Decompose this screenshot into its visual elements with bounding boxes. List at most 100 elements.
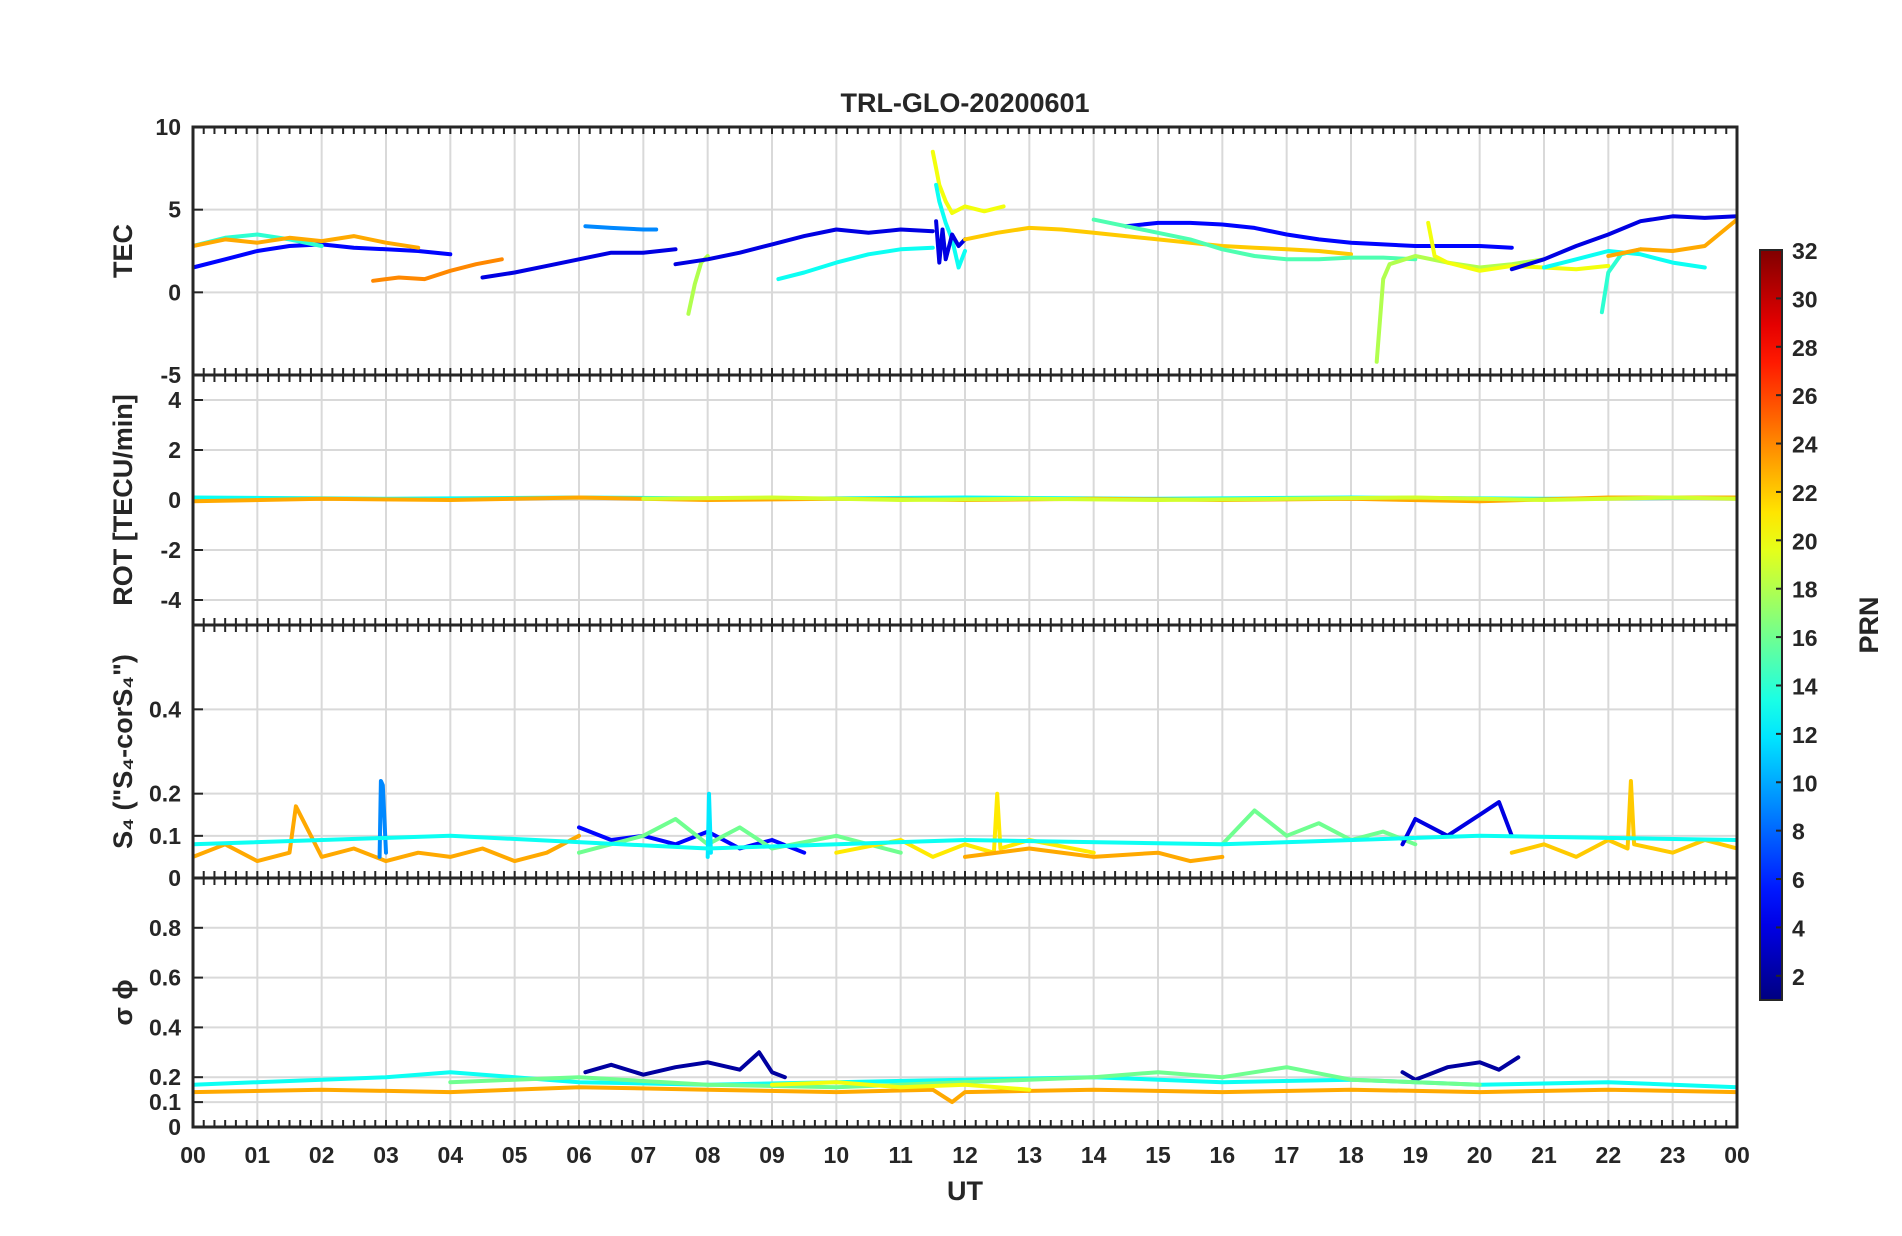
series-line-prn-20 <box>930 149 1006 215</box>
y-tick-label: 0.4 <box>149 1014 181 1040</box>
x-tick-label: 10 <box>824 1142 850 1168</box>
colorbar-tick-label: 12 <box>1792 722 1818 748</box>
x-tick-label: 22 <box>1596 1142 1622 1168</box>
y-axis-label: S₄ ("S₄-corS₄") <box>108 654 138 849</box>
y-tick-label: 2 <box>168 437 181 463</box>
series-group <box>193 779 1737 864</box>
x-tick-label: 00 <box>180 1142 206 1168</box>
x-tick-label: 11 <box>889 1142 914 1168</box>
series-line-prn-16 <box>1220 808 1418 847</box>
x-tick-label: 00 <box>1724 1142 1750 1168</box>
series-line-prn-13 <box>934 182 967 270</box>
x-tick-label: 02 <box>309 1142 335 1168</box>
series-line-prn-13 <box>193 833 1737 851</box>
y-tick-label: 0.4 <box>149 696 181 722</box>
series-group <box>193 149 1737 364</box>
y-tick-label: 0.2 <box>149 1064 181 1090</box>
colorbar-tick-label: 32 <box>1792 238 1818 264</box>
colorbar-tick-label: 8 <box>1792 819 1805 845</box>
series-line-prn-22 <box>963 225 1353 257</box>
y-tick-label: 4 <box>168 387 181 413</box>
series-line-prn-16 <box>577 817 903 855</box>
series-line-prn-5 <box>577 825 807 855</box>
series-line-prn-23 <box>193 234 421 250</box>
series-line-prn-16 <box>448 1065 1482 1090</box>
y-tick-label: -2 <box>161 537 181 563</box>
colorbar-tick-label: 2 <box>1792 964 1805 990</box>
x-tick-label: 13 <box>1017 1142 1043 1168</box>
colorbar-tick-label: 24 <box>1792 432 1818 458</box>
x-tick-label: 16 <box>1210 1142 1236 1168</box>
x-tick-label: 09 <box>759 1142 785 1168</box>
x-tick-label: 18 <box>1338 1142 1364 1168</box>
x-tick-label: 07 <box>631 1142 657 1168</box>
y-axis-label: TEC <box>108 224 138 278</box>
series-line-prn-23 <box>193 1085 1737 1105</box>
panel-frame <box>191 876 1739 1129</box>
colorbar-tick-label: 28 <box>1792 335 1818 361</box>
series-line-prn-13 <box>776 245 935 282</box>
panel-rot: -4 -2 0 2 4 ROT [TECU/min] <box>108 373 1739 627</box>
x-tick-label: 21 <box>1531 1142 1557 1168</box>
series-line-prn-20 <box>1426 220 1611 273</box>
chart-title: TRL-GLO-20200601 <box>840 88 1089 118</box>
series-line-prn-24 <box>371 257 504 283</box>
y-tick-label: 0 <box>168 487 181 513</box>
y-tick-label: 0.1 <box>149 1089 181 1115</box>
y-axis-label: ROT [TECU/min] <box>108 394 138 605</box>
series-line-prn-20 <box>770 1080 1032 1092</box>
x-tick-label: 15 <box>1145 1142 1171 1168</box>
y-tick-label: 0.6 <box>149 965 181 991</box>
colorbar-tick-label: 10 <box>1792 770 1818 796</box>
x-tick-label: 04 <box>438 1142 464 1168</box>
colorbar-tick-label: 20 <box>1792 528 1818 554</box>
colorbar-tick-label: 6 <box>1792 867 1805 893</box>
colorbar-tick-label: 18 <box>1792 577 1818 603</box>
colorbar-label: PRN <box>1854 596 1884 653</box>
x-tick-label: 01 <box>245 1142 271 1168</box>
x-tick-label: 17 <box>1274 1142 1300 1168</box>
colorbar-tick-label: 14 <box>1792 673 1818 699</box>
x-tick-label: 08 <box>695 1142 721 1168</box>
y-axis-label: σ ϕ <box>108 979 138 1025</box>
x-tick-label: 20 <box>1467 1142 1493 1168</box>
series-line-prn-4 <box>480 247 678 280</box>
y-tick-label: 5 <box>168 197 181 223</box>
x-tick-label: 23 <box>1660 1142 1686 1168</box>
y-tick-label: 0 <box>168 279 181 305</box>
x-tick-label: 12 <box>952 1142 978 1168</box>
y-tick-label: 0 <box>168 1114 181 1140</box>
y-tick-label: 0.1 <box>149 823 181 849</box>
colorbar-tick-label: 4 <box>1792 915 1805 941</box>
series-line-prn-4 <box>934 219 967 265</box>
x-tick-label: 05 <box>502 1142 528 1168</box>
colorbar-tick-label: 22 <box>1792 480 1818 506</box>
series-line-prn-23 <box>1606 217 1737 258</box>
colorbar <box>1759 249 1783 1001</box>
title-layer: TRL-GLO-20200601 <box>840 88 1089 118</box>
y-tick-label: 0.2 <box>149 781 181 807</box>
colorbar-tick-label: 16 <box>1792 625 1818 651</box>
series-line-prn-2 <box>583 1050 787 1080</box>
panel-sigma_phi: 00.10.2 0.4 0.6 0.8 σ ϕ <box>108 876 1739 1140</box>
series-line-prn-4 <box>1509 214 1737 272</box>
y-tick-label: 0.8 <box>149 915 181 941</box>
x-axis-label: UT <box>947 1176 983 1206</box>
series-group <box>193 1050 1737 1105</box>
panel-s4: 0 0.1 0.2 0.4 S₄ ("S₄-corS₄") <box>108 623 1739 891</box>
series-line-prn-4 <box>673 227 935 267</box>
series-line-prn-23 <box>193 804 581 864</box>
y-tick-label: -5 <box>161 362 182 388</box>
series-group <box>193 495 1737 504</box>
series-line-prn-2 <box>1400 1055 1521 1082</box>
series-line-prn-12 <box>705 791 713 859</box>
series-line-prn-15 <box>1091 217 1418 262</box>
x-tick-label: 06 <box>566 1142 592 1168</box>
y-tick-label: 0 <box>168 865 181 891</box>
series-line-prn-5 <box>1123 220 1514 250</box>
x-tick-label: 03 <box>373 1142 399 1168</box>
colorbar-tick-label: 26 <box>1792 383 1818 409</box>
